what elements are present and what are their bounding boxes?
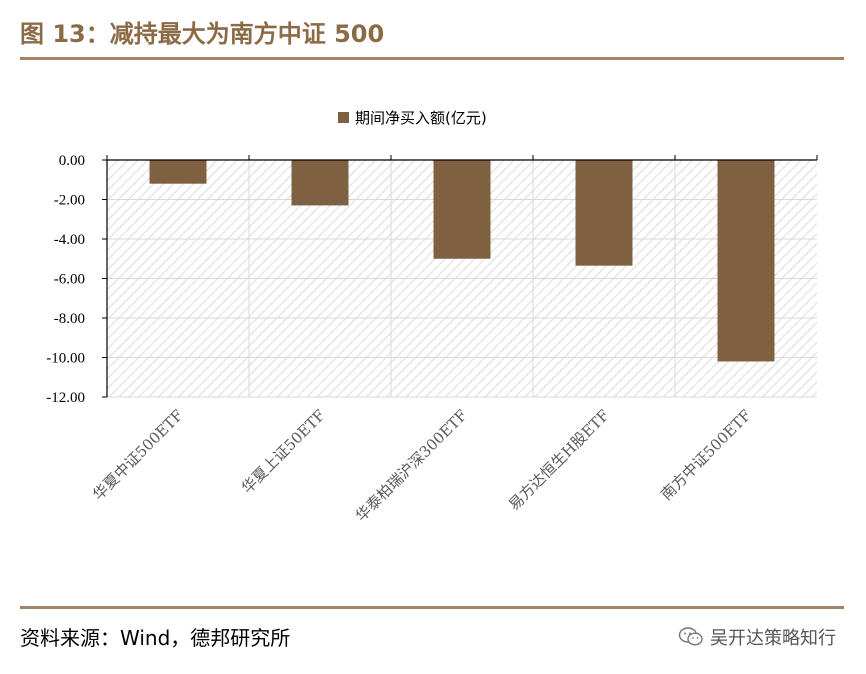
footer-divider: [20, 606, 844, 609]
wechat-icon: [678, 627, 703, 646]
legend-swatch: [338, 112, 349, 123]
y-tick-label: -4.00: [54, 232, 85, 248]
x-category-label: 华夏中证500ETF: [89, 406, 187, 504]
title-divider: [20, 57, 844, 60]
x-category-label: 易方达恒生H股ETF: [505, 406, 613, 514]
y-tick-label: -2.00: [54, 193, 85, 209]
bar-5: [717, 160, 775, 362]
figure-title: 图 13：减持最大为南方中证 500: [20, 20, 385, 48]
y-tick-label: -8.00: [54, 311, 85, 327]
bar-1: [149, 160, 207, 184]
y-tick-label: -12.00: [46, 390, 85, 406]
bar-2: [291, 160, 349, 206]
bar-3: [433, 160, 491, 259]
watermark: 吴开达策略知行: [678, 624, 836, 650]
legend: 期间净买入额(亿元): [338, 109, 487, 127]
y-tick-label: 0.00: [59, 153, 85, 169]
axes: [102, 155, 818, 398]
x-category-label: 南方中证500ETF: [657, 406, 755, 504]
watermark-text: 吴开达策略知行: [710, 628, 836, 649]
source-note: 资料来源：Wind，德邦研究所: [20, 626, 291, 650]
x-category-label: 华泰柏瑞沪深300ETF: [352, 406, 471, 525]
y-tick-label: -10.00: [46, 351, 85, 367]
y-tick-label: -6.00: [54, 272, 85, 288]
bar-4: [575, 160, 633, 266]
legend-label: 期间净买入额(亿元): [355, 109, 487, 127]
bar-chart: 0.00 -2.00 -4.00 -6.00 -8.00 -10.00 -12.00华夏中证…: [46, 109, 818, 525]
gridlines: [107, 160, 817, 398]
bars: [149, 160, 775, 362]
x-category-label: 华夏上证50ETF: [238, 406, 329, 497]
